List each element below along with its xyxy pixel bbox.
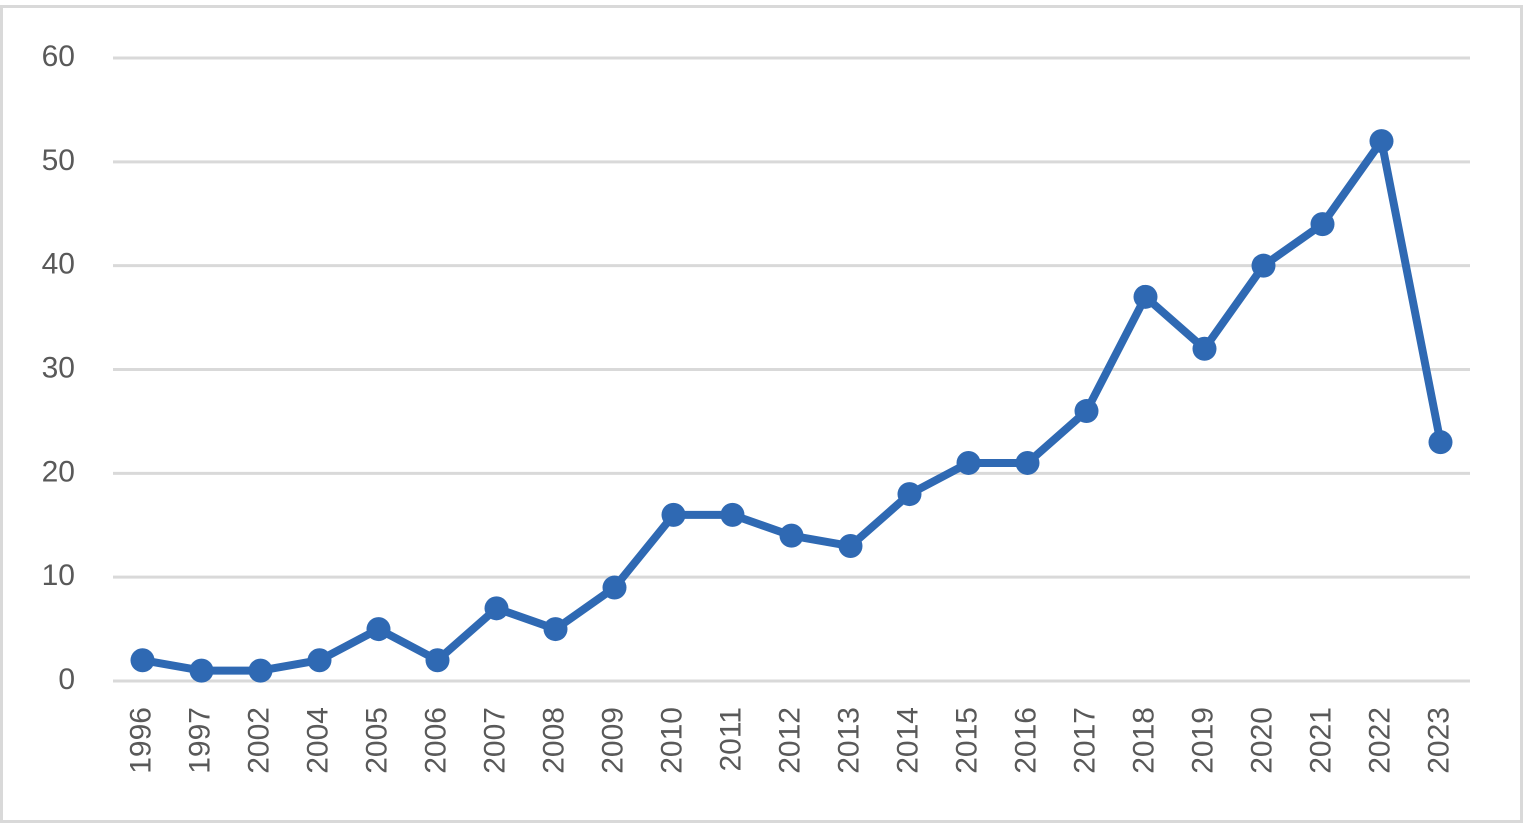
data-point (956, 450, 981, 475)
x-tick-label: 2020 (1245, 707, 1278, 774)
x-tick-label: 2021 (1304, 707, 1337, 774)
data-point (1192, 336, 1217, 361)
data-point (1251, 253, 1276, 278)
data-point (130, 648, 155, 673)
x-tick-label: 2004 (301, 707, 334, 774)
x-tick-label: 2019 (1186, 707, 1219, 774)
data-point (897, 482, 922, 507)
y-tick-label: 20 (42, 455, 75, 488)
x-tick-label: 2014 (891, 707, 924, 774)
x-tick-label: 2015 (950, 707, 983, 774)
x-tick-label: 1996 (124, 707, 157, 774)
y-tick-label: 60 (42, 40, 75, 73)
x-tick-label: 2007 (478, 707, 511, 774)
data-point (307, 648, 332, 673)
x-tick-label: 2008 (537, 707, 570, 774)
data-point (661, 502, 686, 527)
x-tick-label: 2022 (1363, 707, 1396, 774)
x-tick-label: 1997 (183, 707, 216, 774)
y-tick-label: 30 (42, 351, 75, 384)
x-tick-label: 2011 (714, 707, 747, 772)
y-tick-label: 10 (42, 559, 75, 592)
x-tick-label: 2017 (1068, 707, 1101, 774)
x-tick-label: 2010 (655, 707, 688, 774)
x-tick-label: 2013 (832, 707, 865, 774)
y-tick-label: 40 (42, 248, 75, 281)
data-point (543, 617, 568, 642)
data-point (779, 523, 804, 548)
x-tick-label: 2016 (1009, 707, 1042, 774)
data-point (248, 658, 273, 683)
data-point (484, 596, 509, 621)
x-tick-label: 2023 (1422, 707, 1455, 774)
data-point (602, 575, 627, 600)
y-tick-label: 0 (58, 663, 75, 696)
data-point (366, 617, 391, 642)
data-point (838, 534, 863, 559)
data-point (1369, 129, 1394, 154)
data-point (720, 502, 745, 527)
data-point (425, 648, 450, 673)
data-point (1428, 430, 1453, 455)
x-tick-label: 2002 (242, 707, 275, 774)
x-tick-label: 2018 (1127, 707, 1160, 774)
x-tick-label: 2009 (596, 707, 629, 774)
chart-border (0, 5, 1523, 823)
data-point (1074, 399, 1099, 424)
x-tick-label: 2005 (360, 707, 393, 774)
data-point (1133, 284, 1158, 309)
x-tick-label: 2012 (773, 707, 806, 774)
y-tick-label: 50 (42, 144, 75, 177)
data-point (189, 658, 214, 683)
data-point (1015, 450, 1040, 475)
data-point (1310, 212, 1335, 237)
x-tick-label: 2006 (419, 707, 452, 774)
